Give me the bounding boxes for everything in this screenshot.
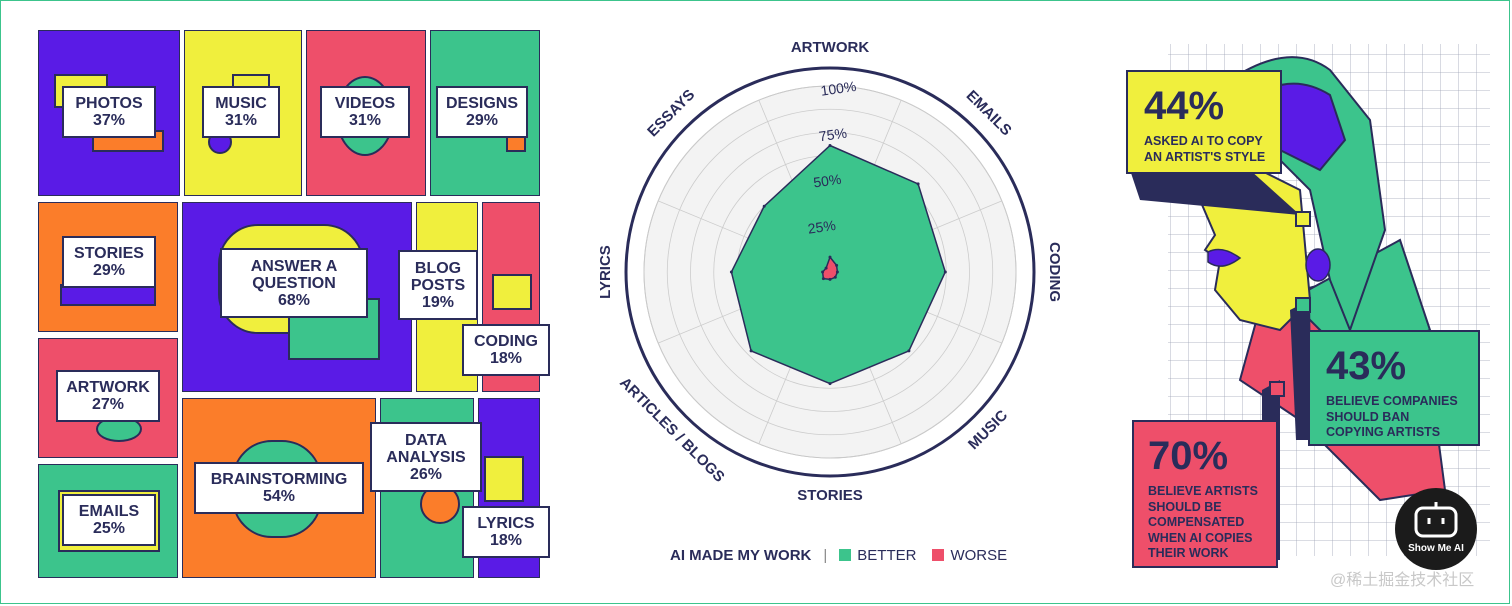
stat-caption: ASKED AI TO COPY AN ARTIST'S STYLE [1144, 134, 1280, 165]
tile-photos [38, 30, 180, 196]
radar-legend: AI MADE MY WORK | BETTER WORSE [670, 545, 1007, 565]
tile-label-lyrics: LYRICS 18% [462, 506, 550, 558]
tile-value: 27% [91, 396, 125, 413]
legend-title: AI MADE MY WORK [670, 546, 812, 564]
tile-value: 18% [489, 532, 523, 549]
stat-caption-line: SHOULD BAN [1326, 409, 1410, 424]
music-sheet-icon [484, 456, 524, 502]
tile-value: 18% [489, 350, 523, 367]
tile-category: VIDEOS [334, 95, 396, 112]
tile-label-coding: CODING 18% [462, 324, 550, 376]
tile-category: BRAINSTORMING [210, 471, 348, 488]
tile-label-photos: PHOTOS 37% [62, 86, 156, 138]
tile-value: 31% [348, 112, 382, 129]
tile-category: MUSIC [215, 95, 267, 112]
tile-value: 29% [465, 112, 499, 129]
stat-caption-line: THEIR WORK [1148, 546, 1229, 560]
stat-caption-line: BELIEVE COMPANIES [1326, 394, 1458, 408]
legend-swatch-worse [932, 549, 945, 561]
tile-label-designs: DESIGNS 29% [436, 86, 528, 138]
tile-label-brain: BRAINSTORMING 54% [194, 462, 364, 514]
stat-caption-line: WHEN AI COPIES [1148, 530, 1253, 545]
stat-caption-line: SHOULD BE [1148, 499, 1222, 514]
tile-category: POSTS [410, 276, 466, 294]
tile-label-stories: STORIES 29% [62, 236, 156, 288]
tile-category: EMAILS [78, 503, 140, 520]
tile-category: ANALYSIS [386, 448, 466, 466]
tile-value: 68% [277, 291, 311, 309]
stat-caption: BELIEVE COMPANIES SHOULD BAN COPYING ART… [1326, 394, 1478, 441]
tile-label-emails: EMAILS 25% [62, 494, 156, 546]
tile-category: DATA [404, 431, 448, 449]
tile-label-artwork: ARTWORK 27% [56, 370, 160, 422]
tile-category: LYRICS [477, 515, 535, 532]
legend-label-better: BETTER [857, 546, 917, 564]
tile-label-answer: ANSWER A QUESTION 68% [220, 248, 368, 318]
show-me-ai-badge[interactable]: Show Me AI [1395, 488, 1477, 570]
tile-category: DESIGNS [445, 95, 518, 112]
tile-label-videos: VIDEOS 31% [320, 86, 410, 138]
tile-category: ANSWER A [250, 257, 338, 275]
stat-value: 70% [1148, 434, 1229, 478]
tile-label-blog: BLOG POSTS 19% [398, 250, 478, 320]
tile-category: CODING [474, 333, 538, 350]
tile-value: 25% [92, 520, 126, 537]
stat-caption-line: AN ARTIST'S STYLE [1144, 149, 1266, 164]
badge-text: Show Me AI [1408, 543, 1464, 554]
code-window-icon [492, 274, 532, 310]
stat-card-70: 70% BELIEVE ARTISTS SHOULD BE COMPENSATE… [1132, 420, 1278, 568]
tile-value: 26% [409, 465, 443, 483]
watermark: @稀土掘金技术社区 [1330, 572, 1475, 589]
tile-value: 19% [421, 293, 455, 311]
tile-value: 54% [262, 488, 296, 505]
legend-separator: | [823, 546, 828, 564]
tile-value: 29% [92, 262, 126, 279]
stat-caption-line: COPYING ARTISTS [1326, 425, 1441, 439]
tile-value: 31% [224, 112, 258, 129]
tile-category: BLOG [414, 259, 462, 277]
stat-value: 44% [1144, 84, 1225, 128]
stat-card-44: 44% ASKED AI TO COPY AN ARTIST'S STYLE [1126, 70, 1282, 174]
tile-label-data: DATA ANALYSIS 26% [370, 422, 482, 492]
stat-value: 43% [1326, 344, 1407, 388]
tile-category: ARTWORK [66, 379, 150, 396]
tile-category: PHOTOS [75, 95, 143, 112]
tile-value: 37% [92, 112, 126, 129]
stat-card-43: 43% BELIEVE COMPANIES SHOULD BAN COPYING… [1308, 330, 1480, 446]
tile-label-music: MUSIC 31% [202, 86, 280, 138]
tile-category: STORIES [74, 245, 144, 262]
stat-caption-line: ASKED AI TO COPY [1144, 134, 1263, 148]
stat-caption-line: COMPENSATED [1148, 515, 1245, 529]
stat-caption-line: BELIEVE ARTISTS [1148, 484, 1258, 498]
robot-face-icon [1414, 502, 1458, 538]
stat-caption: BELIEVE ARTISTS SHOULD BE COMPENSATED WH… [1148, 484, 1276, 562]
tile-category: QUESTION [252, 274, 336, 292]
legend-swatch-better [839, 549, 852, 561]
legend-label-worse: WORSE [950, 546, 1008, 564]
